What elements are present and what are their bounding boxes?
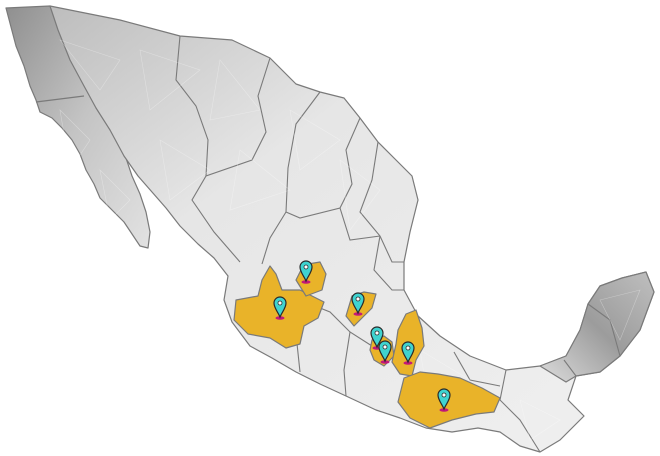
map-pin-icon <box>273 296 287 319</box>
lowpoly-texture <box>59 39 641 441</box>
pin-dot <box>303 264 309 270</box>
map-markers <box>273 260 451 412</box>
pin-dot <box>382 344 388 350</box>
marker-oaxaca[interactable] <box>437 388 451 412</box>
marker-puebla[interactable] <box>401 341 415 365</box>
baja-divider <box>35 95 85 103</box>
map-pin-icon <box>351 292 365 315</box>
marker-queretaro[interactable] <box>351 292 365 316</box>
map-pin-icon <box>401 341 415 364</box>
pin-dot <box>374 330 380 336</box>
yucatan-peninsula <box>539 271 655 383</box>
pin-dot <box>441 392 447 398</box>
pin-dot <box>277 300 283 306</box>
marker-mexico-city[interactable] <box>378 340 392 364</box>
map-pin-icon <box>299 260 313 283</box>
state-borders <box>175 35 621 453</box>
mexico-mainland <box>49 5 655 453</box>
marker-zacatecas[interactable] <box>299 260 313 284</box>
marker-jalisco[interactable] <box>273 296 287 320</box>
pin-dot <box>355 296 361 302</box>
map-pin-icon <box>370 326 384 349</box>
map-pin-icon <box>378 340 392 363</box>
pin-dot <box>405 345 411 351</box>
map-pin-icon <box>437 388 451 411</box>
